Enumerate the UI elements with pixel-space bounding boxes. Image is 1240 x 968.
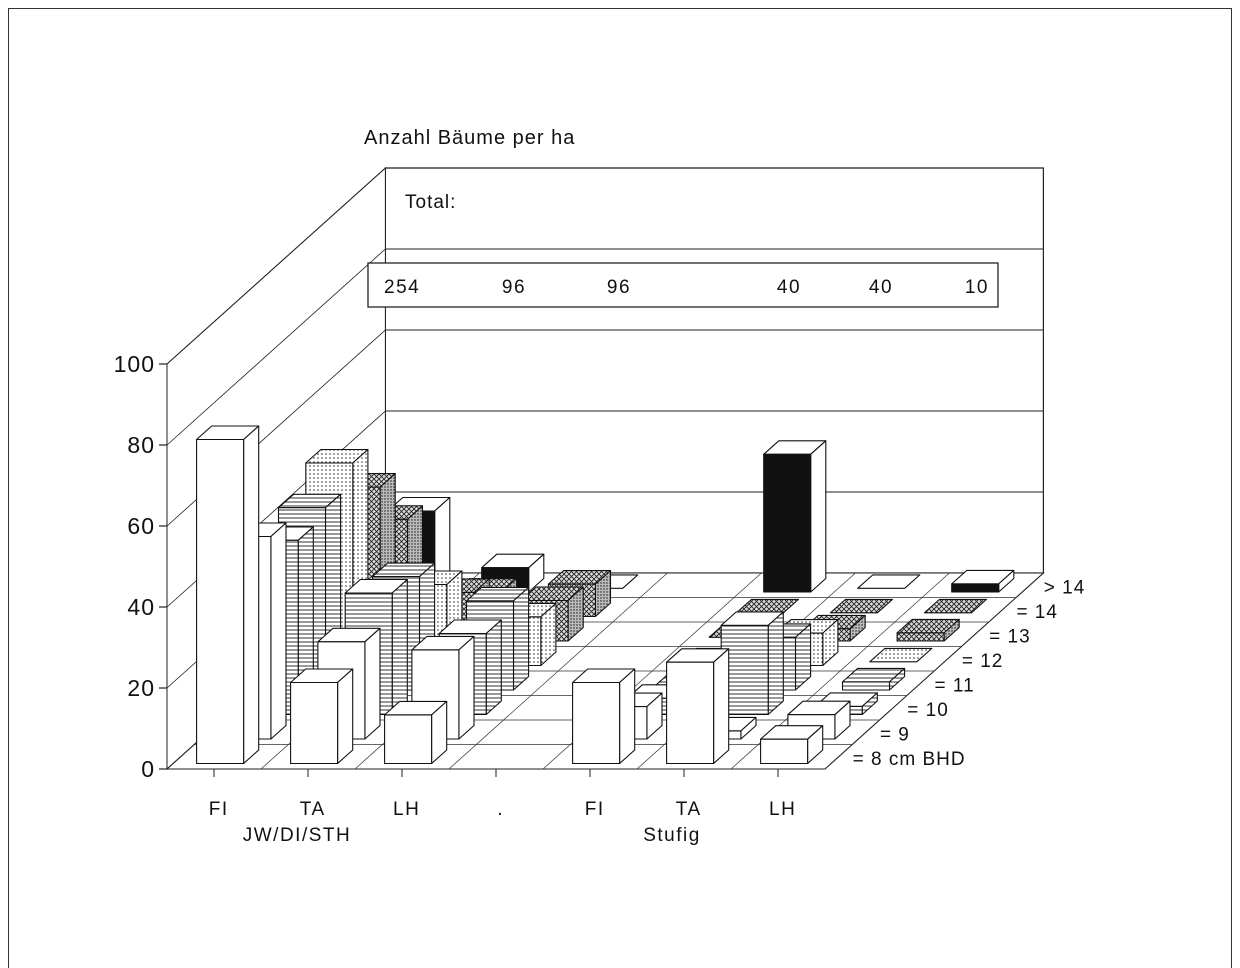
- bar: [196, 425, 260, 765]
- x-tick-label: LH: [769, 799, 796, 820]
- figure-frame: Anzahl Bäume per ha Total: 254 96 96 40 40 10…: [8, 8, 1232, 968]
- bar: [384, 700, 448, 765]
- x-tick-label: TA: [300, 799, 326, 820]
- total-label: Total:: [405, 192, 456, 213]
- bar: [760, 725, 824, 765]
- depth-label: = 8 cm BHD: [853, 749, 966, 770]
- side-gridline: [166, 167, 386, 365]
- bar: [290, 668, 354, 765]
- bar: [841, 667, 906, 691]
- group-label-jw-di-sth: JW/DI/STH: [243, 825, 352, 846]
- total-value: 254: [384, 277, 420, 298]
- bar: [869, 647, 933, 663]
- total-value: 40: [869, 277, 893, 298]
- chart-title: Anzahl Bäume per ha: [364, 127, 575, 149]
- totals-box: [367, 262, 999, 308]
- x-tick-label: TA: [676, 799, 702, 820]
- total-value: 96: [607, 277, 631, 298]
- back-wall: [384, 167, 1045, 574]
- floor-col-line: [448, 572, 668, 770]
- bar: [857, 574, 921, 589]
- depth-label: = 13: [989, 626, 1031, 647]
- totals-row: 254 96 96 40 40 10: [384, 277, 989, 298]
- y-tick-label: 60: [127, 513, 155, 539]
- bar: [720, 611, 784, 716]
- bar: [923, 598, 988, 614]
- bar: [763, 440, 827, 593]
- depth-label: = 14: [1016, 602, 1058, 623]
- total-value: 96: [502, 277, 526, 298]
- group-label-stufig: Stufig: [643, 825, 701, 846]
- bar: [896, 618, 960, 642]
- total-value: 10: [965, 277, 989, 298]
- bar: [572, 668, 636, 765]
- bar: [666, 648, 730, 765]
- side-gridline: [166, 248, 386, 446]
- x-tick-label: FI: [585, 799, 605, 820]
- bar: [829, 598, 894, 614]
- depth-label: = 11: [935, 675, 975, 696]
- x-tick-label: .: [497, 799, 504, 820]
- y-tick-label: 20: [127, 675, 155, 701]
- depth-label: = 9: [880, 724, 910, 745]
- depth-label: > 14: [1044, 577, 1086, 598]
- total-value: 40: [777, 277, 801, 298]
- depth-label: = 12: [962, 651, 1004, 672]
- depth-axis-labels: = 8 cm BHD = 9 = 10 = 11 = 12 = 13 = 14 > 14: [853, 577, 1086, 770]
- y-tick-label: 0: [141, 756, 155, 782]
- x-tick-label: LH: [393, 799, 420, 820]
- bar: [951, 569, 1015, 593]
- y-tick-label: 40: [127, 594, 155, 620]
- depth-label: = 10: [907, 700, 949, 721]
- chart-3d-bar: Anzahl Bäume per ha Total: 254 96 96 40 40 10…: [114, 127, 1086, 846]
- y-axis: 0 20 40 60 80 100: [114, 351, 167, 782]
- y-tick-label: 80: [127, 432, 155, 458]
- bars: [196, 425, 1015, 765]
- x-tick-label: FI: [209, 799, 229, 820]
- x-axis-labels: FI TA LH. FI TA LH: [209, 769, 796, 820]
- y-tick-label: 100: [114, 351, 155, 377]
